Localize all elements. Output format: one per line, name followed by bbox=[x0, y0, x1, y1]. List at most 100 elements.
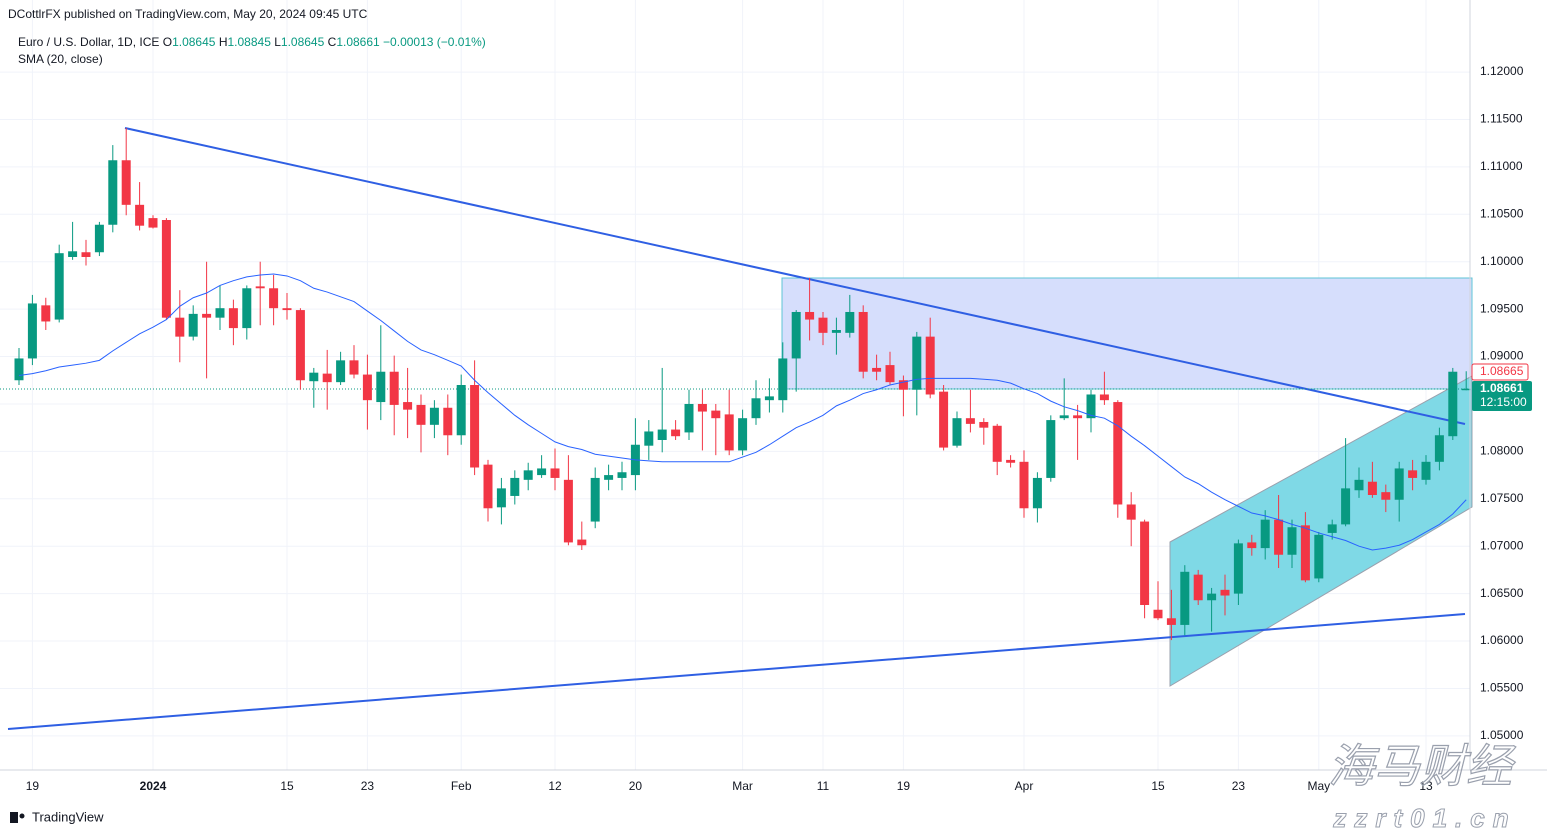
watermark-site: zzrt01.cn bbox=[1332, 803, 1516, 833]
candle-body bbox=[1394, 468, 1404, 500]
candle-body bbox=[952, 418, 962, 446]
candle-body bbox=[1073, 415, 1083, 419]
candle-body bbox=[1461, 388, 1471, 391]
candle-body bbox=[965, 418, 975, 424]
price-tag-label: 1.08665 bbox=[1480, 364, 1524, 378]
x-tick-label: May bbox=[1307, 779, 1330, 793]
candle-body bbox=[644, 431, 654, 446]
y-tick-label: 1.09500 bbox=[1480, 301, 1524, 315]
x-tick-label: 13 bbox=[1419, 779, 1433, 793]
candle-body bbox=[403, 402, 413, 410]
legend-key: O bbox=[162, 35, 173, 49]
candle-body bbox=[1341, 488, 1351, 525]
footer-brand: TradingView bbox=[32, 809, 104, 824]
candle-body bbox=[1086, 394, 1096, 419]
candle-body bbox=[590, 477, 600, 522]
candle-body bbox=[845, 311, 855, 333]
candle-body bbox=[496, 488, 506, 508]
candle-body bbox=[202, 313, 212, 318]
candle-body bbox=[711, 410, 721, 419]
indicator-name: SMA (20, close) bbox=[18, 52, 103, 66]
candle-body bbox=[27, 303, 37, 359]
candle-body bbox=[510, 477, 520, 496]
candle-body bbox=[81, 252, 91, 257]
legend: Euro / U.S. Dollar, 1D, ICE O1.08645 H1.… bbox=[18, 34, 486, 68]
candle-body bbox=[1287, 527, 1297, 555]
y-tick-label: 1.11000 bbox=[1480, 159, 1523, 173]
candle-body bbox=[443, 407, 453, 436]
x-tick-label: Apr bbox=[1015, 779, 1034, 793]
candle-body bbox=[1153, 609, 1163, 619]
candle-body bbox=[1354, 479, 1364, 491]
candle-body bbox=[1421, 461, 1431, 480]
y-tick-label: 1.11500 bbox=[1480, 112, 1523, 126]
candle-body bbox=[322, 373, 332, 383]
candle-body bbox=[1367, 481, 1377, 495]
candle-body bbox=[1006, 459, 1016, 463]
x-tick-label: 15 bbox=[280, 779, 294, 793]
candle-body bbox=[818, 317, 828, 333]
candle-body bbox=[1220, 589, 1230, 596]
candle-body bbox=[912, 336, 922, 390]
candle-body bbox=[1019, 461, 1029, 509]
candle-body bbox=[215, 308, 225, 318]
candle-body bbox=[1032, 477, 1042, 509]
candle-body bbox=[724, 414, 734, 451]
candle-body bbox=[1166, 618, 1176, 625]
y-tick-label: 1.07500 bbox=[1480, 491, 1524, 505]
candle-body bbox=[135, 204, 145, 226]
trendline bbox=[7, 613, 1466, 730]
candle-body bbox=[577, 539, 587, 546]
candle-body bbox=[1140, 521, 1150, 605]
candle-body bbox=[671, 429, 681, 437]
candle-body bbox=[898, 380, 908, 390]
candle-body bbox=[617, 472, 627, 478]
y-tick-label: 1.06500 bbox=[1480, 586, 1524, 600]
candle-body bbox=[604, 475, 614, 480]
candle-body bbox=[523, 470, 533, 480]
candle-body bbox=[1327, 524, 1337, 533]
candle-body bbox=[41, 305, 51, 322]
legend-key: L bbox=[274, 35, 281, 49]
candle-body bbox=[389, 371, 399, 405]
x-tick-label: 19 bbox=[897, 779, 911, 793]
candle-body bbox=[336, 360, 346, 383]
x-tick-label: 12 bbox=[548, 779, 562, 793]
candle-body bbox=[751, 398, 761, 419]
candle-body bbox=[764, 396, 774, 401]
symbol: Euro / U.S. Dollar, 1D, ICE bbox=[18, 35, 160, 49]
candle-body bbox=[470, 385, 480, 468]
candle-body bbox=[1207, 593, 1217, 601]
candle-body bbox=[738, 418, 748, 451]
y-tick-label: 1.12000 bbox=[1480, 64, 1524, 78]
y-tick-label: 1.10500 bbox=[1480, 206, 1524, 220]
candle-body bbox=[309, 372, 319, 382]
candle-body bbox=[349, 360, 359, 375]
candle-body bbox=[925, 336, 935, 395]
watermark: 海马财经 bbox=[1328, 740, 1516, 792]
candle-body bbox=[228, 308, 238, 329]
x-tick-label: 23 bbox=[361, 779, 375, 793]
candle-body bbox=[121, 160, 131, 205]
legend-key: H bbox=[218, 35, 228, 49]
candle-body bbox=[68, 251, 78, 257]
candle-body bbox=[697, 403, 707, 412]
x-tick-label: 20 bbox=[629, 779, 643, 793]
candle-body bbox=[1300, 525, 1310, 581]
y-tick-label: 1.09000 bbox=[1480, 349, 1524, 363]
candle-body bbox=[456, 385, 466, 436]
sma-line bbox=[18, 273, 1467, 551]
candle-body bbox=[805, 311, 815, 320]
candle-body bbox=[1434, 435, 1444, 462]
candle-body bbox=[148, 218, 158, 228]
candle-body bbox=[563, 479, 573, 543]
candle-body bbox=[1448, 371, 1458, 437]
candle-body bbox=[295, 310, 305, 381]
y-tick-label: 1.05500 bbox=[1480, 681, 1524, 695]
y-tick-label: 1.06000 bbox=[1480, 633, 1524, 647]
candle-body bbox=[831, 330, 841, 333]
legend-value: 1.08645 bbox=[280, 35, 325, 49]
candle-body bbox=[1233, 543, 1243, 594]
x-tick-label: Feb bbox=[451, 779, 472, 793]
